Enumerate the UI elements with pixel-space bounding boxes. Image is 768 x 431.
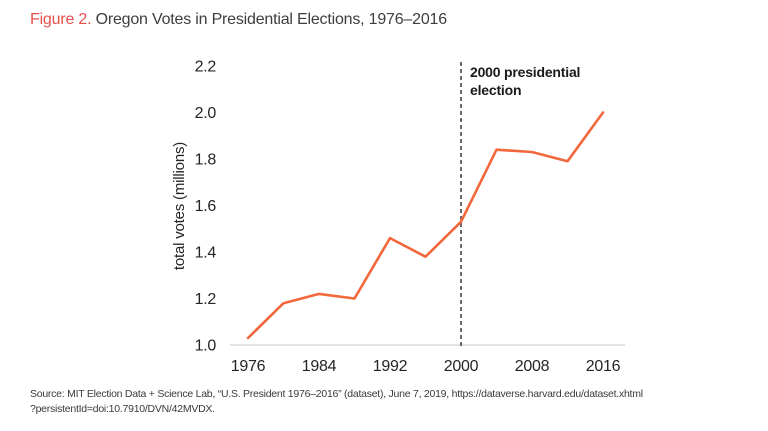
source-line-1: Source: MIT Election Data + Science Lab,… (30, 388, 643, 400)
source-line-2: ?persistentId=doi:10.7910/DVN/42MVDX. (30, 403, 215, 415)
x-tick-label: 2016 (586, 358, 621, 375)
x-tick-label: 2008 (515, 358, 550, 375)
figure-title: Figure 2. Oregon Votes in Presidential E… (30, 11, 447, 29)
x-tick-label: 1976 (231, 358, 266, 375)
figure-caption: Oregon Votes in Presidential Elections, … (91, 11, 448, 28)
figure-number-label: Figure 2. (30, 11, 92, 28)
y-tick-label: 1.2 (195, 291, 217, 308)
x-tick-label: 2000 (444, 358, 479, 375)
y-tick-label: 1.6 (195, 198, 217, 215)
annotation-text: 2000 presidential (470, 64, 580, 80)
x-tick-label: 1984 (302, 358, 337, 375)
x-tick-label: 1992 (373, 358, 408, 375)
y-tick-label: 1.0 (195, 338, 217, 355)
y-axis-title: total votes (millions) (171, 142, 188, 270)
y-tick-label: 1.4 (195, 245, 217, 262)
votes-line-series (246, 111, 605, 340)
y-tick-label: 2.0 (195, 105, 217, 122)
y-tick-label: 2.2 (195, 59, 217, 76)
annotation-text: election (470, 82, 521, 98)
y-tick-label: 1.8 (195, 152, 217, 169)
source-citation: Source: MIT Election Data + Science Lab,… (30, 387, 643, 417)
